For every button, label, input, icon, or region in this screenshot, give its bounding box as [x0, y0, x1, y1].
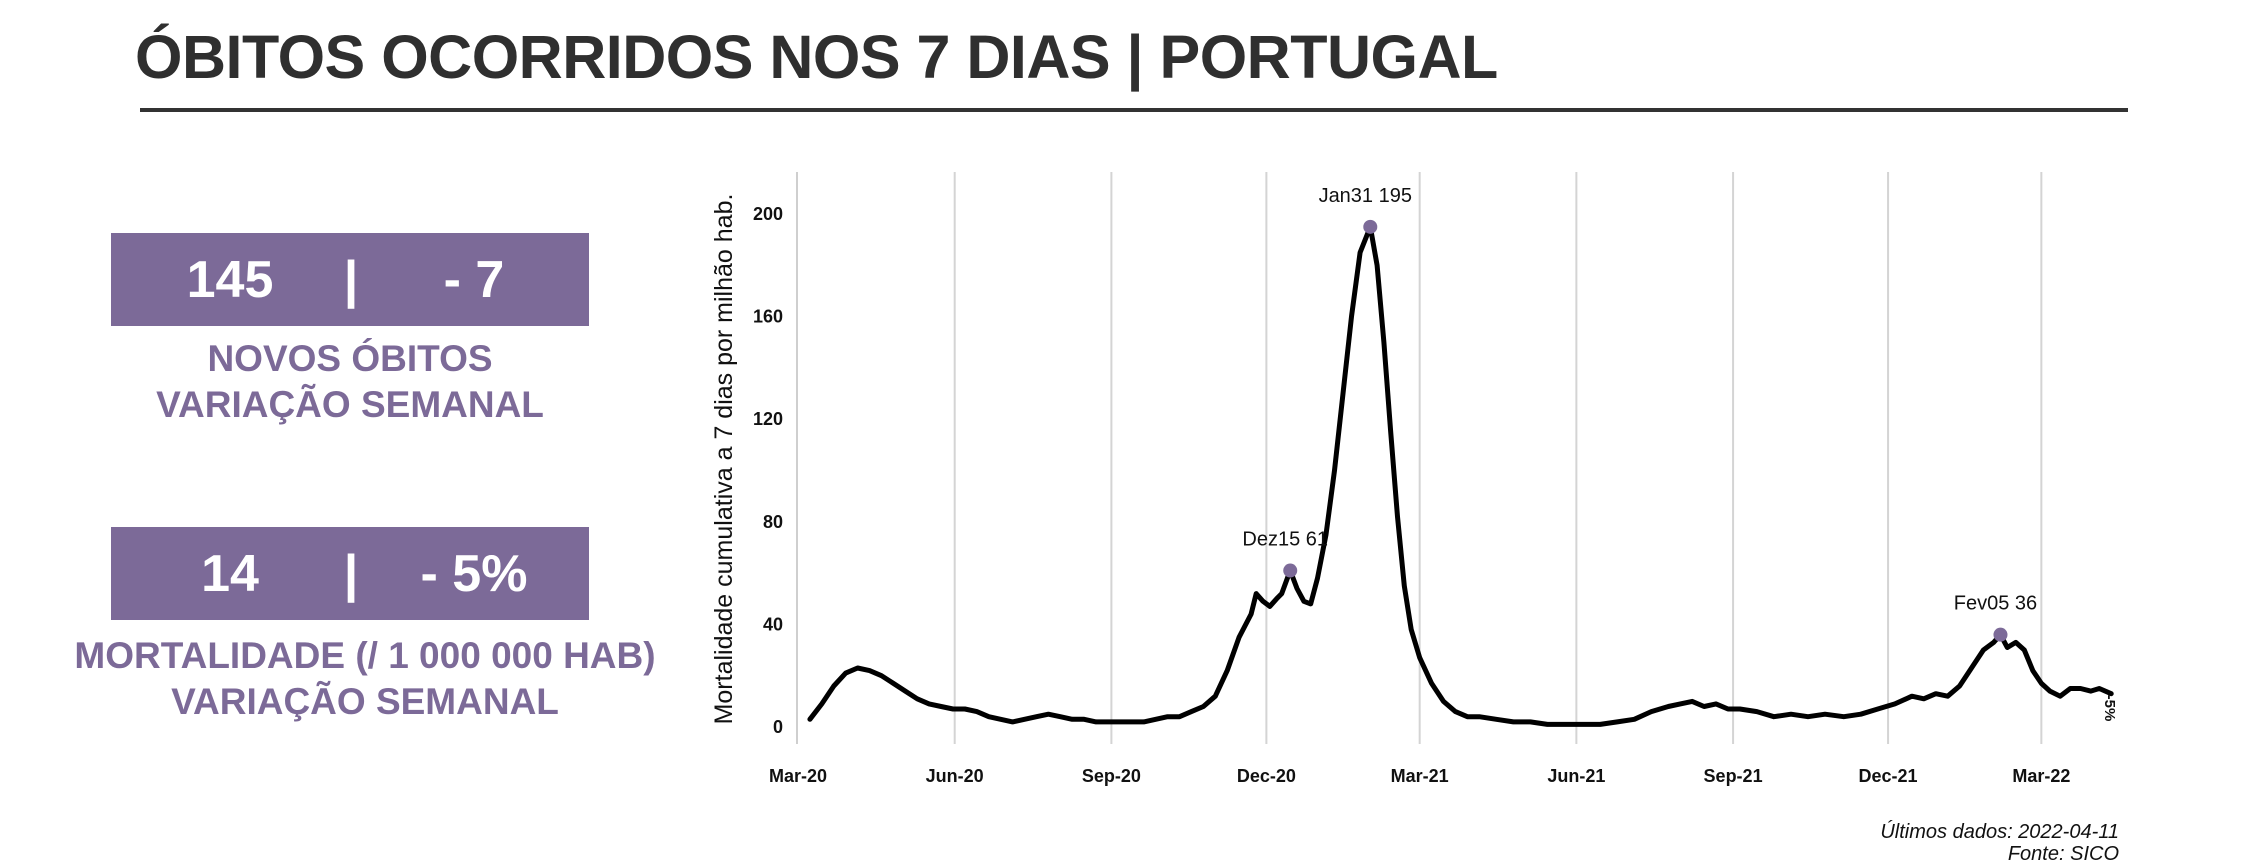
x-tick-label: Dec-21 — [1859, 766, 1918, 786]
x-tick-label: Jun-21 — [1547, 766, 1605, 786]
new-deaths-change: - 7 — [443, 250, 505, 309]
new-deaths-label-line1: NOVOS ÓBITOS — [207, 338, 493, 379]
y-tick-label: 0 — [773, 717, 783, 737]
y-tick-label: 160 — [753, 307, 783, 327]
source-note: Fonte: SICO — [2007, 843, 2119, 865]
y-tick-label: 40 — [763, 614, 783, 634]
mortality-label-line2: VARIAÇÃO SEMANAL — [171, 681, 559, 722]
peak-label: Jan31 195 — [1319, 185, 1412, 207]
peak-marker — [1363, 219, 1378, 234]
grid-lines — [796, 172, 2043, 744]
x-tick-label: Sep-20 — [1082, 766, 1141, 786]
title-divider — [140, 108, 2128, 112]
y-axis-label: Mortalidade cumulativa a 7 dias por milh… — [710, 194, 738, 725]
x-tick-label: Sep-21 — [1704, 766, 1763, 786]
mortality-change: - 5% — [420, 544, 528, 603]
peak-marker — [1283, 563, 1298, 578]
chart-axes: Mar-20 Jun-20 Sep-20 Dec-20 Mar-21 Jun-21 Sep-… — [753, 204, 2070, 786]
end-label: -5% — [2101, 695, 2118, 722]
y-tick-label: 80 — [763, 512, 783, 532]
x-tick-label: Jun-20 — [926, 766, 984, 786]
kpi-separator: | — [343, 250, 359, 309]
mortality-kpi-box: 14 | - 5% — [111, 527, 589, 620]
page-title: ÓBITOS OCORRIDOS NOS 7 DIAS | PORTUGAL — [135, 23, 1498, 91]
x-tick-label: Mar-20 — [769, 766, 827, 786]
peak-label: Fev05 36 — [1954, 593, 2037, 615]
peak-label: Dez15 61 — [1242, 529, 1328, 551]
series-line — [807, 224, 2114, 727]
new-deaths-value: 145 — [186, 250, 274, 309]
mortality-label: MORTALIDADE (/ 1 000 000 HAB) VARIAÇÃO S… — [74, 633, 655, 725]
last-data-note: Últimos dados: 2022-04-11 — [1880, 821, 2119, 843]
mortality-label-line1: MORTALIDADE (/ 1 000 000 HAB) — [74, 635, 656, 676]
new-deaths-label: NOVOS ÓBITOS VARIAÇÃO SEMANAL — [156, 336, 544, 428]
new-deaths-label-line2: VARIAÇÃO SEMANAL — [156, 384, 544, 425]
y-tick-label: 200 — [753, 204, 783, 224]
peak-annotations: Dez15 61 Jan31 195 Fev05 36 — [1242, 185, 2037, 642]
peak-marker — [1993, 627, 2008, 642]
mortality-value: 14 — [201, 544, 259, 603]
y-tick-label: 120 — [753, 409, 783, 429]
kpi-separator: | — [343, 544, 359, 603]
new-deaths-kpi-box: 145 | - 7 — [111, 233, 589, 326]
x-tick-label: Dec-20 — [1237, 766, 1296, 786]
x-tick-label: Mar-21 — [1391, 766, 1449, 786]
x-tick-label: Mar-22 — [2012, 766, 2070, 786]
